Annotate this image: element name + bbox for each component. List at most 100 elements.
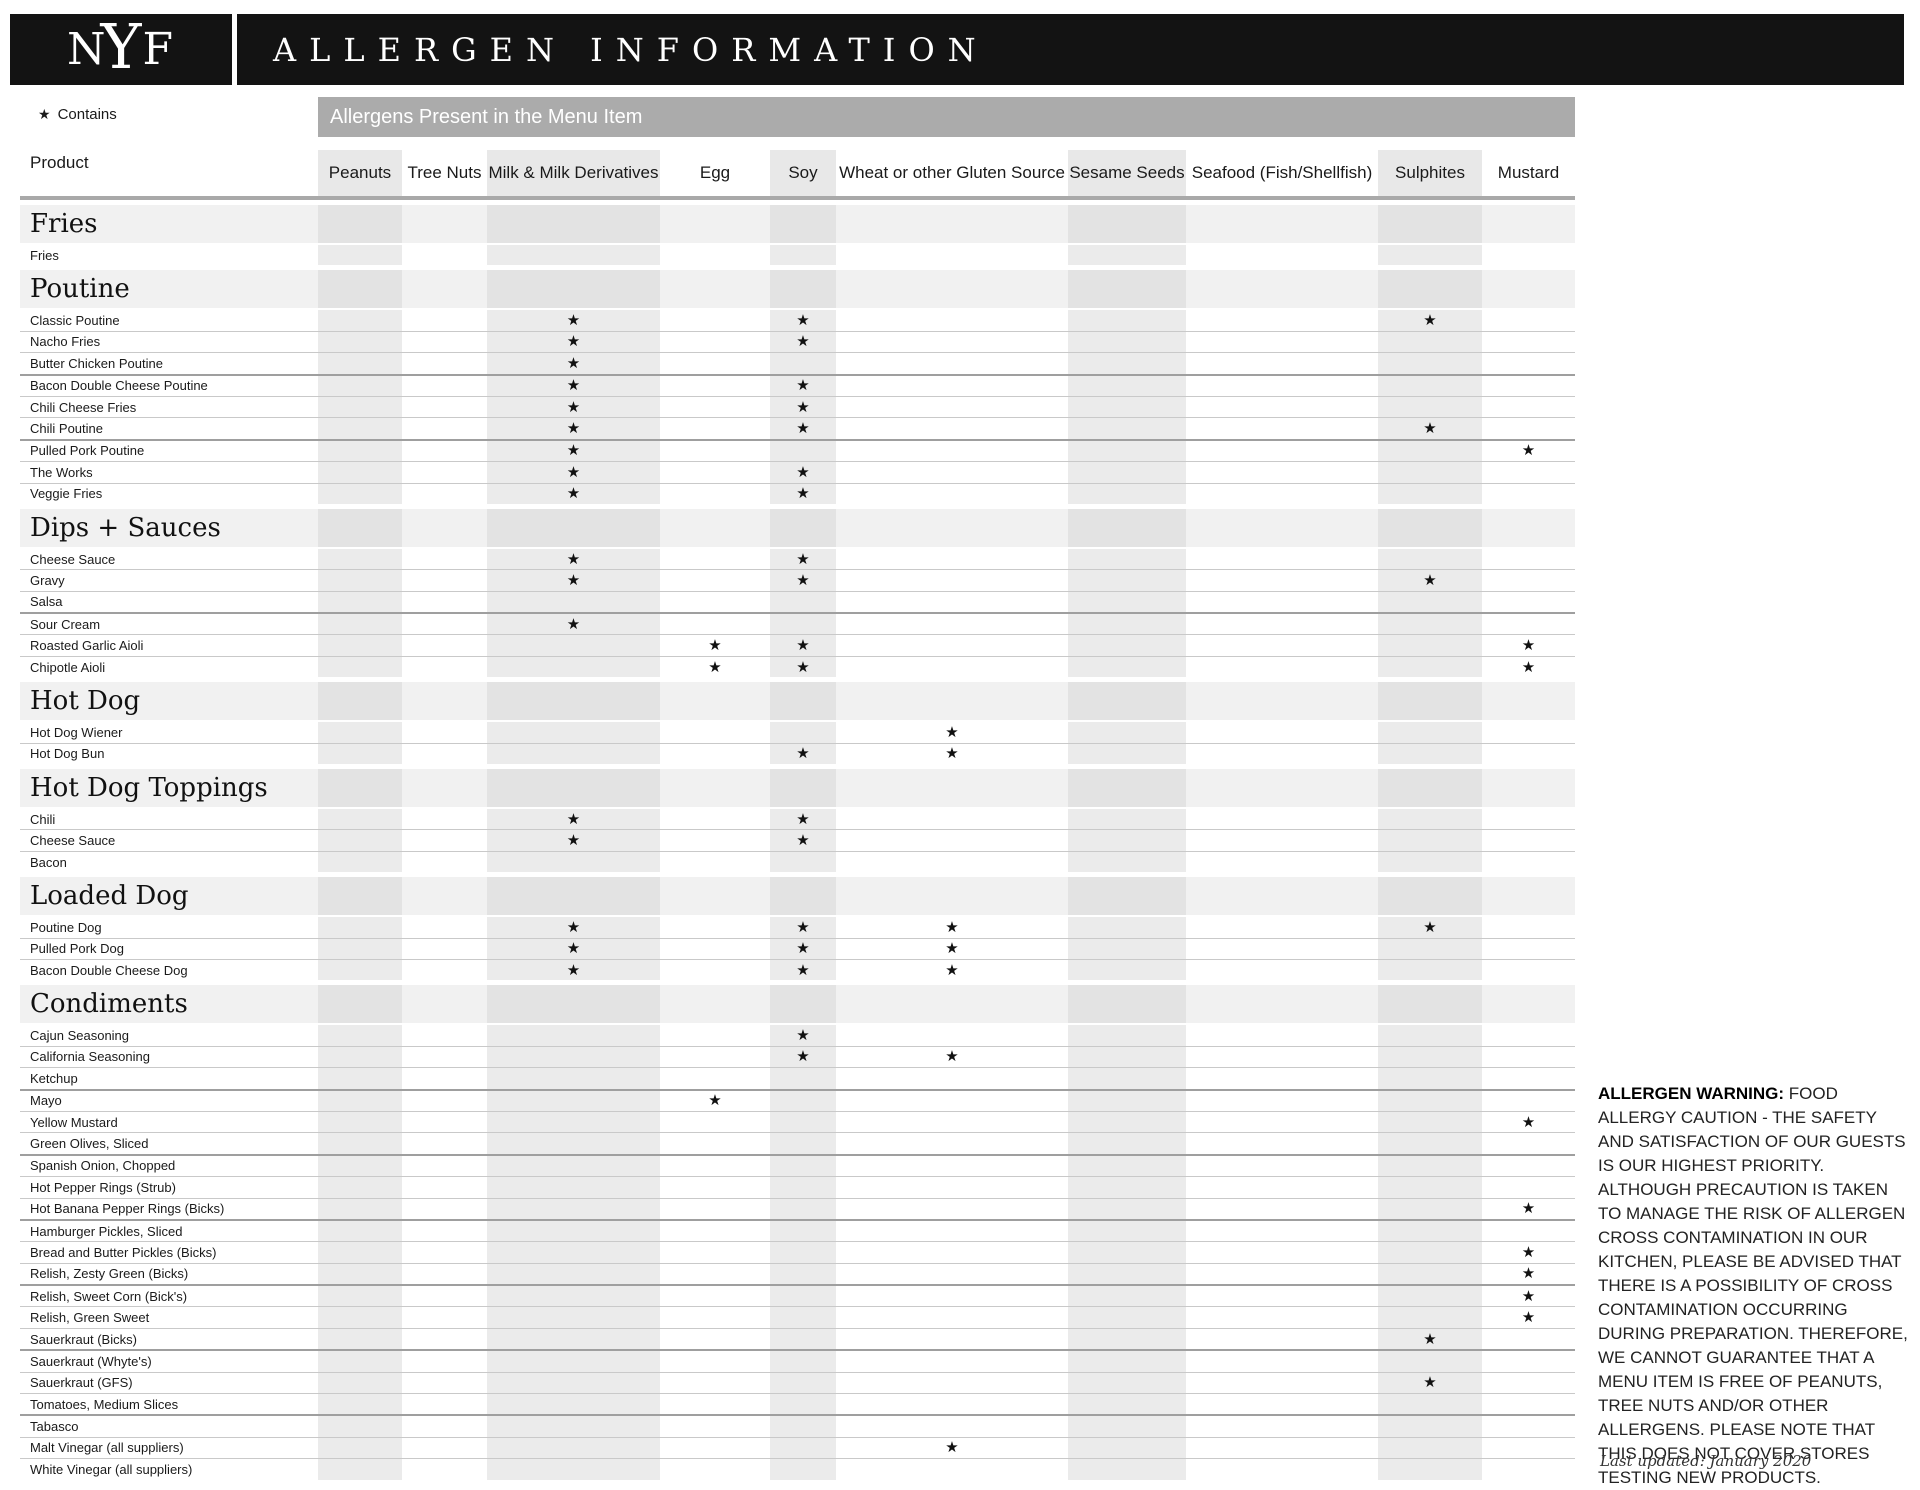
allergen-cell: ★	[770, 570, 836, 591]
column-header: Tree Nuts	[407, 162, 482, 182]
contains-star-icon: ★	[566, 550, 581, 568]
allergen-cell	[1482, 1351, 1575, 1371]
table-row: Hot Dog Wiener ★	[20, 722, 1575, 744]
allergen-cell	[487, 1111, 660, 1133]
allergen-cell	[1378, 396, 1482, 418]
section-band-cell	[836, 682, 1068, 720]
allergen-cell: ★	[836, 722, 1068, 742]
allergen-cell	[318, 656, 402, 678]
allergen-cell	[836, 397, 1068, 417]
product-name: Ketchup	[30, 1070, 78, 1086]
allergen-cell	[1186, 484, 1378, 504]
allergen-cell	[1378, 1263, 1482, 1285]
allergen-cell	[770, 591, 836, 613]
allergen-cell	[318, 1286, 402, 1307]
contains-star-icon: ★	[1423, 1330, 1437, 1348]
allergen-cell	[318, 851, 402, 873]
product-name: Spanish Onion, Chopped	[30, 1158, 176, 1174]
allergen-cell	[487, 1068, 660, 1089]
allergen-cell	[1378, 462, 1482, 483]
allergen-cell	[1186, 418, 1378, 438]
allergen-banner: Allergens Present in the Menu Item	[318, 97, 1575, 137]
allergen-cell	[1482, 960, 1575, 980]
allergen-cell	[770, 1394, 836, 1415]
allergen-cell: ★	[1378, 570, 1482, 591]
allergen-cell	[660, 830, 770, 850]
allergen-cell	[660, 570, 770, 590]
column-header: Wheat or other Gluten Source	[839, 162, 1065, 182]
section-body: Cheese Sauce ★ ★ Gravy ★ ★ ★ Salsa Sour Cream ★ Ro…	[20, 548, 1575, 678]
product-name: Sauerkraut (Whyte's)	[30, 1353, 152, 1369]
allergen-cell: ★	[1482, 1199, 1575, 1219]
table-row: Sauerkraut (Whyte's)	[20, 1351, 1575, 1373]
table-row: Relish, Green Sweet ★	[20, 1307, 1575, 1329]
section-band-cell	[318, 270, 402, 309]
allergen-cell	[836, 1025, 1068, 1045]
allergen-cell	[318, 1111, 402, 1133]
contains-star-icon: ★	[945, 918, 959, 936]
allergen-cell	[487, 635, 660, 656]
allergen-cell	[1068, 331, 1186, 353]
allergen-cell	[318, 1068, 402, 1089]
contains-star-icon: ★	[1521, 658, 1536, 676]
allergen-cell	[402, 635, 487, 655]
allergen-cell	[1068, 462, 1186, 483]
contains-star-icon: ★	[796, 1048, 810, 1066]
contains-star-icon: ★	[566, 571, 581, 589]
allergen-cell	[1068, 743, 1186, 765]
section-band-cell	[836, 985, 1068, 1023]
allergen-cell	[1482, 332, 1575, 352]
table-row: Nacho Fries ★ ★	[20, 331, 1575, 354]
allergen-cell: ★	[836, 939, 1068, 959]
table-row: Relish, Sweet Corn (Bick's) ★	[20, 1286, 1575, 1308]
allergen-cell	[487, 1198, 660, 1219]
allergen-cell	[770, 1263, 836, 1285]
allergen-cell	[402, 1112, 487, 1132]
allergen-cell	[770, 1198, 836, 1219]
table-row: Sour Cream ★	[20, 614, 1575, 636]
allergen-cell	[318, 353, 402, 374]
contains-star-icon: ★	[566, 485, 581, 503]
allergen-cell	[402, 441, 487, 461]
section-body: Fries	[20, 245, 1575, 266]
allergen-cell	[836, 1177, 1068, 1197]
allergen-cell	[1186, 809, 1378, 829]
allergen-cell	[318, 1459, 402, 1480]
allergen-cell	[1186, 462, 1378, 482]
allergen-cell	[1068, 375, 1186, 396]
allergen-cell	[770, 440, 836, 462]
allergen-cell	[660, 1221, 770, 1241]
allergen-cell	[1068, 353, 1186, 374]
table-row: Sauerkraut (Bicks) ★	[20, 1328, 1575, 1352]
allergen-cell	[660, 1156, 770, 1176]
allergen-cell	[1482, 418, 1575, 438]
allergen-cell	[402, 1373, 487, 1393]
contains-star-icon: ★	[945, 723, 959, 741]
product-name: Cheese Sauce	[30, 833, 116, 849]
product-name: Gravy	[30, 572, 65, 588]
allergen-cell: ★	[836, 1438, 1068, 1458]
contains-star-icon: ★	[1521, 1243, 1536, 1261]
allergen-cell	[836, 1264, 1068, 1284]
allergen-cell	[836, 1351, 1068, 1371]
allergen-cell	[836, 852, 1068, 872]
allergen-cell	[836, 614, 1068, 634]
allergen-cell: ★	[487, 483, 660, 504]
allergen-cell	[1482, 353, 1575, 373]
section-band-cell	[487, 682, 660, 721]
allergen-cell	[660, 1438, 770, 1458]
allergen-cell	[402, 939, 487, 959]
section-band-cell	[836, 509, 1068, 547]
allergen-cell	[836, 353, 1068, 373]
table-row: Roasted Garlic Aioli ★ ★ ★	[20, 635, 1575, 657]
allergen-cell	[660, 722, 770, 742]
allergen-cell: ★	[770, 809, 836, 830]
allergen-cell	[1378, 938, 1482, 959]
allergen-cell	[318, 591, 402, 613]
section-band-cell	[1482, 205, 1575, 243]
allergen-cell	[402, 310, 487, 330]
contains-star-icon: ★	[1521, 1309, 1536, 1327]
allergen-warning-title: ALLERGEN WARNING:	[1598, 1084, 1785, 1103]
allergen-table: Product Peanuts Tree Nuts Milk & Milk Deriv…	[20, 150, 1575, 1480]
section-band-cell	[1482, 682, 1575, 720]
